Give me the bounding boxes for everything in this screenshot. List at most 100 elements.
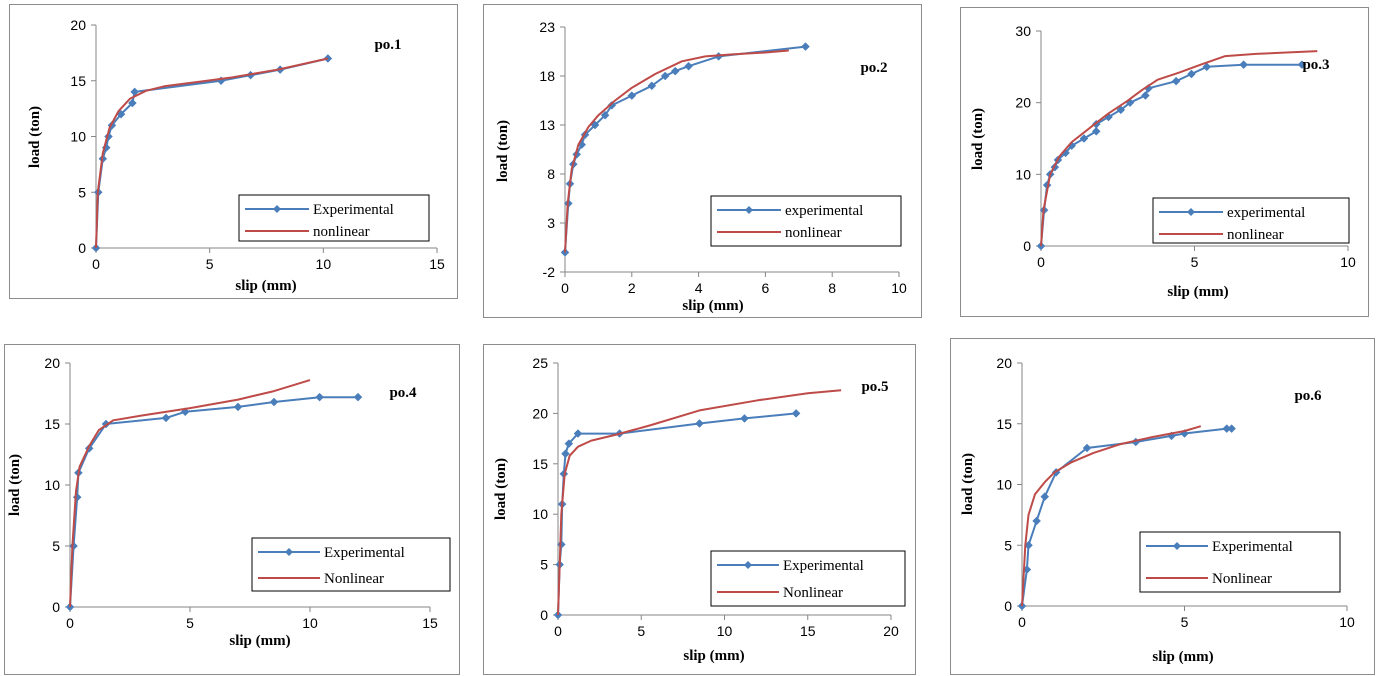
data-point — [353, 392, 363, 402]
legend-marker — [745, 206, 753, 214]
y-tick-label: 30 — [1015, 23, 1031, 39]
data-point — [801, 42, 810, 51]
x-axis-title: slip (mm) — [1167, 284, 1228, 300]
series-line-nonlinear — [69, 379, 311, 608]
x-tick-label: 0 — [66, 615, 74, 631]
data-point — [1227, 424, 1236, 433]
y-axis-title: load (ton) — [960, 453, 976, 515]
x-tick-label: 10 — [717, 623, 733, 639]
series-line-nonlinear — [564, 49, 789, 253]
chart-title: po.2 — [860, 60, 887, 76]
legend-label: Nonlinear — [324, 571, 384, 587]
x-tick-label: 5 — [1191, 254, 1199, 270]
x-tick-label: 5 — [637, 623, 645, 639]
data-point — [1032, 516, 1041, 526]
y-tick-label: 5 — [540, 557, 548, 573]
chart-panel-3: 0 10 20 30 0 5 10 experimental nonlinear slip (mm… — [960, 7, 1369, 317]
data-point — [791, 409, 801, 418]
y-tick-label: 10 — [1015, 166, 1031, 182]
y-tick-label: 15 — [70, 73, 86, 89]
data-point — [564, 439, 574, 448]
legend-marker — [1173, 542, 1181, 550]
y-axis-title: load (ton) — [27, 106, 43, 168]
x-tick-label: 6 — [762, 280, 770, 296]
chart-title: po.3 — [1302, 57, 1329, 73]
legend: experimental nonlinear — [710, 195, 902, 247]
y-tick-label: 15 — [532, 456, 548, 472]
x-tick-label: 15 — [800, 623, 816, 639]
chart-svg-5: 0 5 10 15 20 25 0 5 10 15 20 Experimental Nonlinear s… — [493, 355, 906, 664]
data-point — [233, 402, 243, 412]
x-tick-label: 20 — [883, 623, 899, 639]
data-point — [315, 392, 324, 402]
series-line-nonlinear — [557, 389, 842, 616]
legend-box — [238, 194, 430, 242]
series-line-experimental — [69, 396, 358, 608]
y-tick-label: -2 — [543, 264, 556, 280]
y-tick-label: 3 — [547, 215, 555, 231]
y-tick-label: 23 — [539, 19, 555, 35]
x-tick-label: 0 — [1018, 614, 1026, 630]
legend-label: nonlinear — [785, 225, 842, 241]
x-tick-label: 15 — [422, 615, 438, 631]
x-tick-label: 10 — [891, 280, 907, 296]
y-axis-title: load (ton) — [493, 458, 509, 520]
data-point — [128, 98, 137, 108]
y-tick-label: 8 — [547, 166, 555, 182]
data-point — [1202, 62, 1212, 72]
y-axis-title: load (ton) — [495, 120, 511, 182]
y-tick-label: 5 — [1004, 537, 1012, 553]
y-tick-label: 20 — [1015, 95, 1031, 111]
legend-label: Experimental — [313, 202, 394, 218]
data-point — [684, 61, 693, 71]
legend-label: Experimental — [783, 558, 864, 574]
y-tick-label: 0 — [1004, 598, 1012, 614]
x-tick-label: 10 — [1339, 614, 1355, 630]
chart-svg-2: -2 3 8 13 18 23 0 2 4 6 8 10 experimental nonlinear sl… — [495, 19, 907, 314]
data-point — [1239, 60, 1248, 70]
data-point — [647, 81, 657, 91]
data-point — [561, 449, 570, 459]
legend-box — [1139, 531, 1341, 593]
data-point — [269, 397, 279, 407]
x-tick-label: 10 — [1340, 254, 1356, 270]
x-tick-label: 0 — [554, 623, 562, 639]
chart-panel-5: 0 5 10 15 20 25 0 5 10 15 20 Experimental Nonlinear s… — [483, 344, 916, 675]
x-axis-title: slip (mm) — [682, 298, 743, 314]
x-tick-label: 0 — [92, 256, 100, 272]
data-point — [72, 492, 82, 502]
data-point — [695, 419, 704, 428]
legend-box — [251, 537, 451, 592]
x-tick-label: 10 — [316, 256, 332, 272]
chart-panel-2: -2 3 8 13 18 23 0 2 4 6 8 10 experimental nonlinear sl… — [483, 4, 922, 318]
y-tick-label: 18 — [539, 68, 555, 84]
legend: experimental nonlinear — [1152, 197, 1350, 244]
y-tick-label: 5 — [52, 538, 60, 554]
y-tick-label: 0 — [52, 599, 60, 615]
legend-marker — [744, 561, 752, 569]
y-tick-label: 0 — [1023, 238, 1031, 254]
y-tick-label: 20 — [70, 17, 86, 33]
legend-label: nonlinear — [1227, 227, 1284, 243]
legend-box — [1152, 197, 1350, 244]
legend-label: Experimental — [1212, 539, 1293, 555]
x-tick-label: 0 — [1037, 254, 1045, 270]
x-axis-title: slip (mm) — [229, 633, 290, 649]
series-line-nonlinear — [1021, 425, 1202, 607]
data-point — [660, 71, 670, 81]
x-tick-label: 4 — [695, 280, 703, 296]
data-point — [1079, 134, 1089, 143]
x-tick-label: 5 — [1181, 614, 1189, 630]
x-tick-label: 2 — [628, 280, 636, 296]
series-line-experimental — [1021, 427, 1232, 607]
x-tick-label: 10 — [302, 615, 318, 631]
data-point — [1040, 492, 1050, 502]
chart-title: po.1 — [374, 37, 401, 53]
chart-title: po.5 — [861, 379, 888, 395]
data-point — [573, 429, 583, 438]
y-tick-label: 20 — [532, 405, 548, 421]
chart-panel-4: 0 5 10 15 20 0 5 10 15 Experimental Nonlinear slip … — [4, 344, 460, 675]
chart-svg-1: 0 5 10 15 20 0 5 10 15 Experimental nonlinear slip … — [27, 17, 445, 294]
y-tick-label: 10 — [70, 129, 86, 145]
data-point — [69, 541, 78, 551]
